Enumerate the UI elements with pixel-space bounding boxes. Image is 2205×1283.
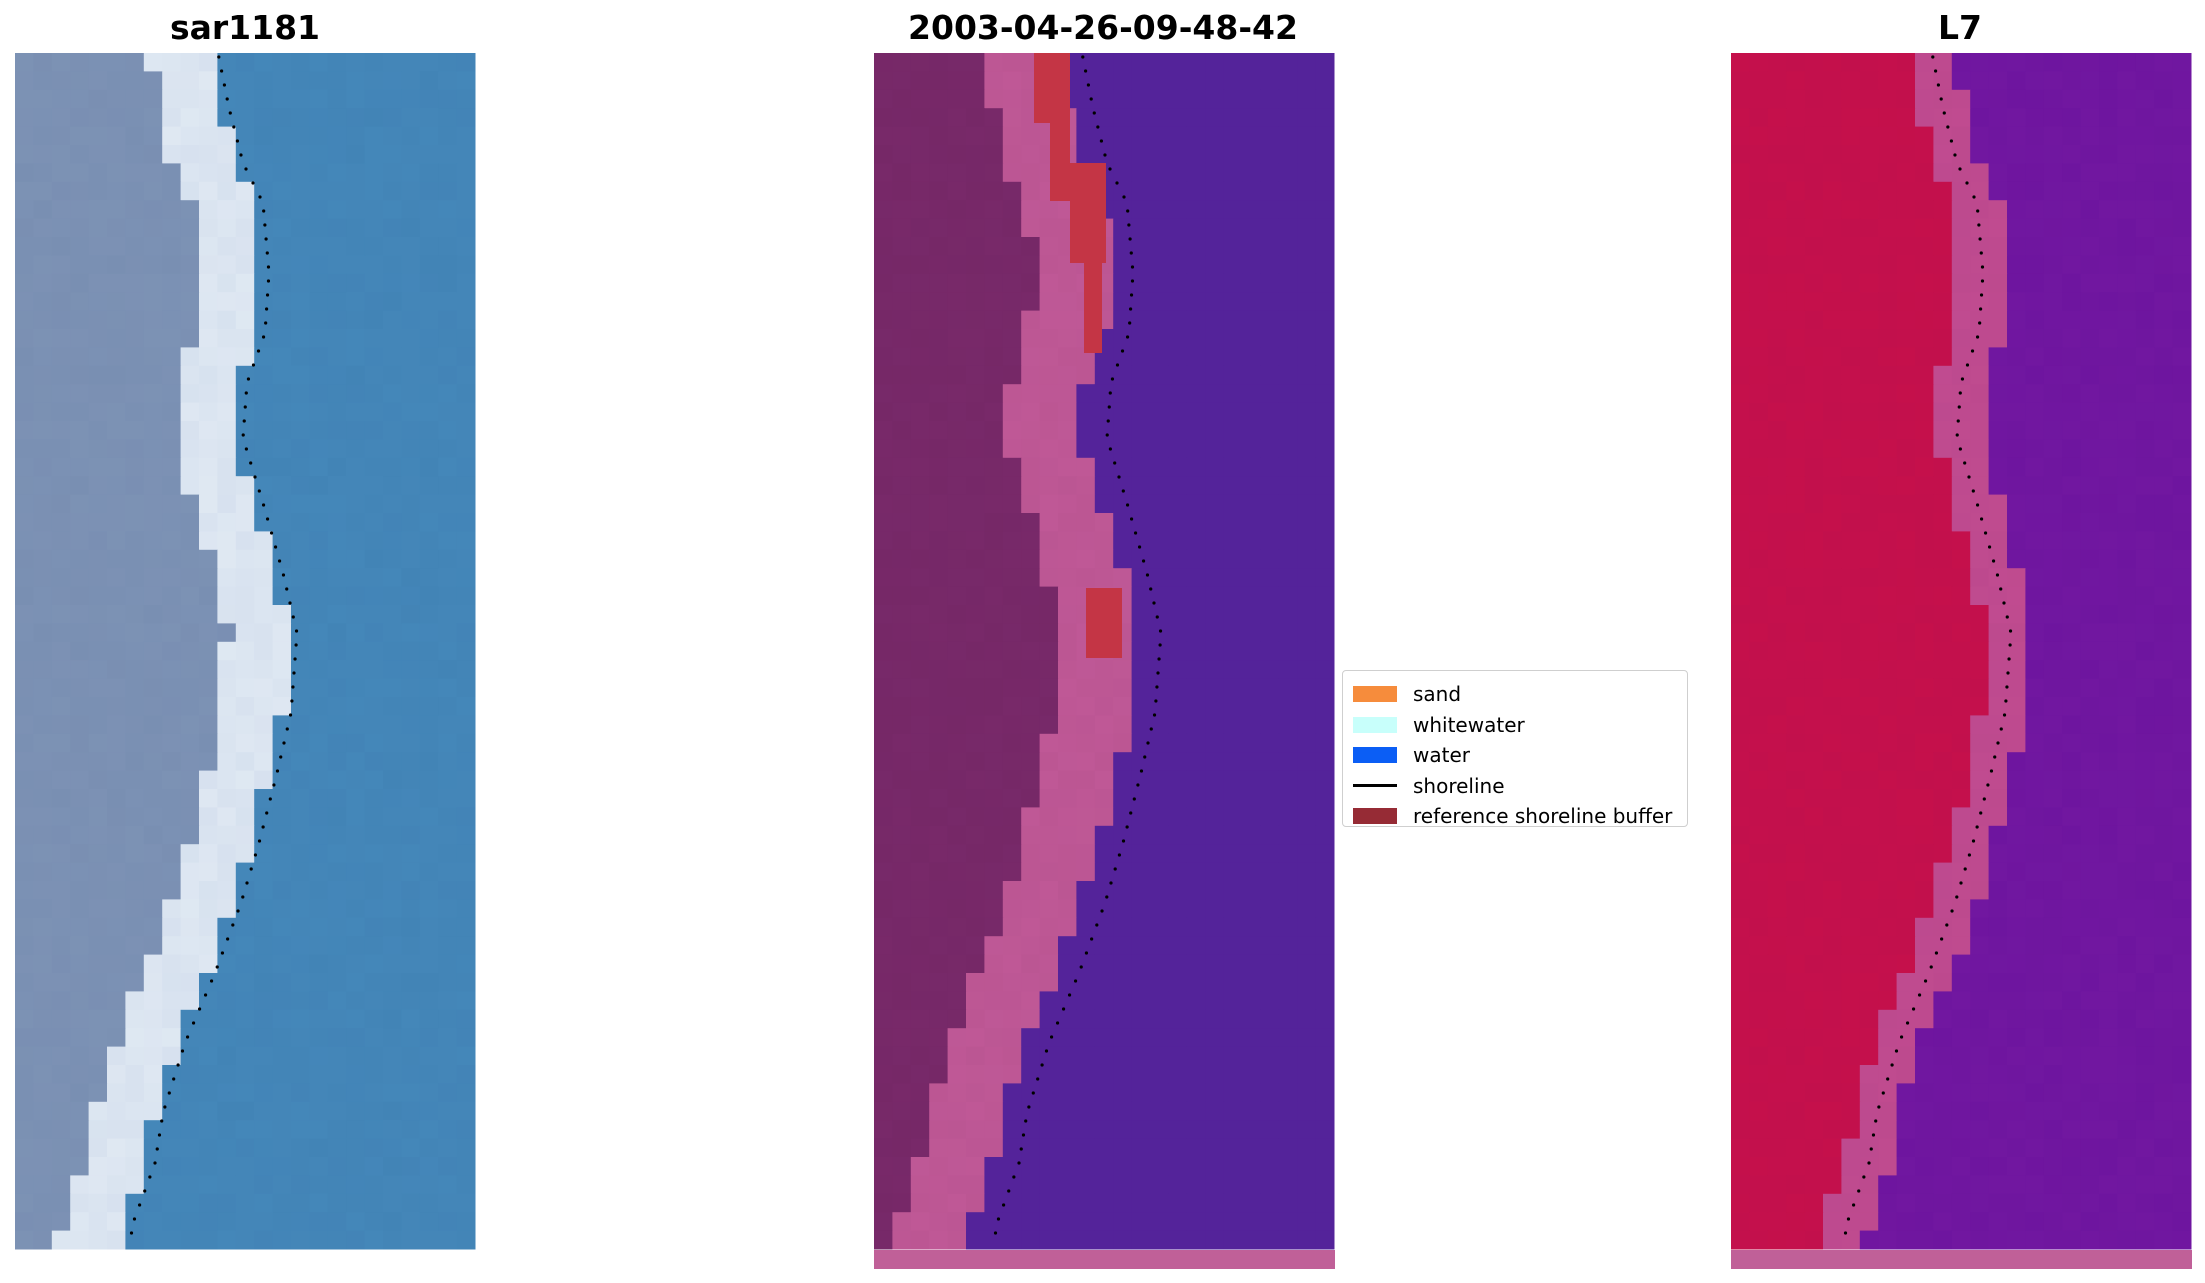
legend-item-buffer: reference shoreline buffer <box>1353 801 1677 832</box>
buffer-patch <box>1084 223 1102 353</box>
panel-title-3: L7 <box>1938 8 1982 47</box>
legend-item-sand: sand <box>1353 679 1677 710</box>
legend-swatch-sand <box>1353 686 1397 703</box>
panel-title-2: 2003-04-26-09-48-42 <box>908 8 1298 47</box>
legend: sand whitewater water shoreline referenc… <box>1342 670 1688 828</box>
shoreline-dots <box>993 55 1163 1235</box>
legend-label: water <box>1413 743 1470 768</box>
legend-item-shoreline: shoreline <box>1353 771 1677 802</box>
rgb-image-panel <box>15 53 476 1250</box>
buffer-patch <box>1050 113 1070 201</box>
legend-label: reference shoreline buffer <box>1413 804 1673 829</box>
shoreline-dots <box>1843 55 2013 1235</box>
panel-title-1: sar1181 <box>169 8 321 47</box>
classified-image-panel <box>874 53 1335 1269</box>
legend-swatch-whitewater <box>1353 716 1397 733</box>
legend-swatch-water <box>1353 747 1397 764</box>
buffer-patch <box>1034 53 1070 123</box>
legend-item-water: water <box>1353 740 1677 771</box>
legend-swatch-buffer <box>1353 808 1397 825</box>
legend-label: shoreline <box>1413 773 1505 798</box>
legend-label: sand <box>1413 682 1462 707</box>
legend-label: whitewater <box>1413 712 1525 737</box>
mndwi-image-panel <box>1731 53 2192 1269</box>
legend-item-whitewater: whitewater <box>1353 710 1677 741</box>
buffer-patch <box>1086 588 1122 658</box>
legend-line-shoreline <box>1353 784 1397 788</box>
shoreline-dots <box>129 55 299 1235</box>
